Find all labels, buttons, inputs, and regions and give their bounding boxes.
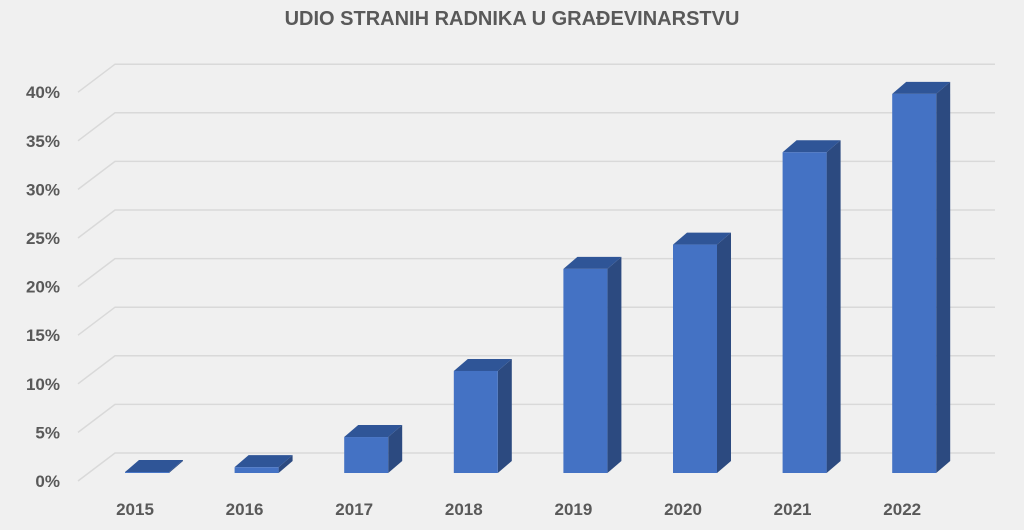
bar-2016 [234, 455, 293, 473]
bar-2022 [892, 81, 951, 474]
x-category-label: 2021 [774, 500, 812, 519]
x-category-label: 2017 [335, 500, 373, 519]
y-tick-label: 20% [26, 278, 60, 297]
bar-2018 [453, 358, 512, 473]
bar-front-face [563, 268, 608, 473]
gridline [77, 63, 995, 93]
y-tick-label: 40% [26, 83, 60, 102]
gridline [77, 160, 995, 190]
bar-side-face [936, 81, 951, 474]
bar-top-face [892, 81, 951, 94]
bar-top-face [782, 140, 841, 153]
bar-front-face [673, 244, 717, 473]
gridline [77, 209, 995, 239]
y-axis: 0% 5% 10% 15% 20% 25% 30% 35% 40% [26, 83, 60, 491]
bar-front-face [234, 467, 279, 473]
bar-front-face [344, 437, 389, 473]
y-tick-label: 5% [35, 423, 60, 442]
gridline [77, 355, 995, 385]
y-tick-label: 0% [35, 472, 60, 491]
bar-top-face [125, 460, 183, 473]
gridline [77, 112, 995, 142]
gridline [77, 452, 995, 482]
gridline [77, 257, 995, 288]
x-axis: 2015 2016 2017 2018 2019 2020 2021 2022 [116, 500, 921, 519]
bar-side-face [607, 256, 622, 473]
bar-top-face [234, 455, 293, 468]
x-category-label: 2015 [116, 500, 154, 519]
bar-2017 [344, 425, 403, 473]
gridlines [77, 63, 995, 482]
x-category-label: 2022 [883, 500, 921, 519]
x-category-label: 2016 [226, 500, 264, 519]
bar-2020 [673, 232, 731, 473]
bar-side-face [169, 460, 183, 473]
chart-title: UDIO STRANIH RADNIKA U GRAĐEVINARSTVU [284, 8, 740, 30]
bar-side-face [826, 140, 841, 474]
x-category-label: 2019 [554, 500, 592, 519]
bar-side-face [717, 232, 731, 473]
y-tick-label: 15% [26, 326, 60, 345]
bar-front-face [782, 152, 827, 474]
bar-front-face [892, 93, 937, 474]
bar-2019 [563, 256, 622, 473]
bar-side-face [278, 455, 293, 473]
bar-top-face [673, 232, 731, 245]
bar-2021 [782, 140, 841, 474]
bar-top-face [453, 358, 512, 371]
bars [125, 81, 951, 474]
bar-top-face [344, 425, 403, 438]
y-tick-label: 10% [26, 375, 60, 394]
x-category-label: 2018 [445, 500, 483, 519]
gridline [77, 403, 995, 433]
bar-side-face [497, 358, 512, 473]
bar-top-face [563, 256, 622, 269]
x-category-label: 2020 [664, 500, 702, 519]
bar-front-face [453, 370, 498, 473]
y-tick-label: 25% [26, 229, 60, 248]
y-tick-label: 30% [26, 180, 60, 199]
bar-2015 [125, 460, 183, 473]
gridline [77, 306, 995, 336]
bar-front-face [125, 472, 169, 473]
y-tick-label: 35% [26, 132, 60, 151]
bar-side-face [388, 425, 403, 473]
